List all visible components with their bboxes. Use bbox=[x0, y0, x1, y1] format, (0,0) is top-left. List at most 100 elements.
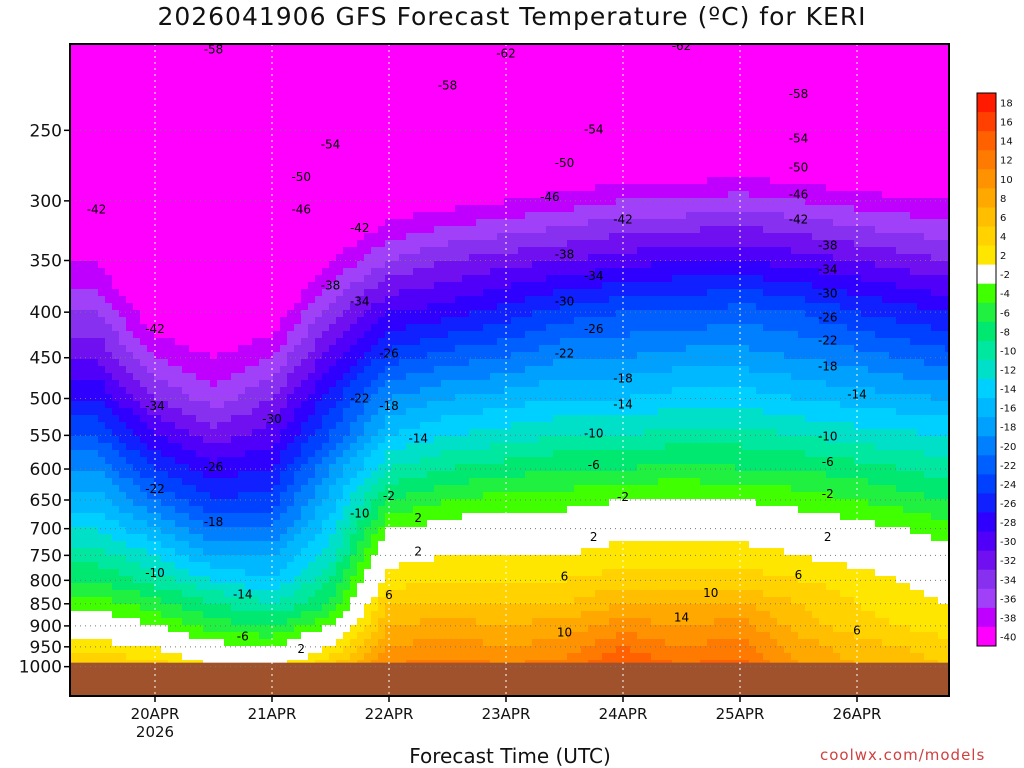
temperature-cell bbox=[301, 590, 309, 598]
temperature-cell bbox=[315, 541, 323, 549]
temperature-cell bbox=[140, 275, 148, 283]
temperature-cell bbox=[217, 611, 225, 619]
temperature-cell bbox=[371, 408, 379, 416]
temperature-cell bbox=[350, 79, 358, 87]
temperature-cell bbox=[315, 653, 323, 661]
temperature-cell bbox=[189, 450, 197, 458]
temperature-cell bbox=[301, 646, 309, 654]
temperature-cell bbox=[168, 289, 176, 297]
temperature-cell bbox=[336, 114, 344, 122]
temperature-cell bbox=[210, 569, 218, 577]
temperature-cell bbox=[84, 618, 92, 626]
temperature-cell bbox=[238, 415, 246, 423]
temperature-cell bbox=[280, 506, 288, 514]
temperature-cell bbox=[413, 226, 421, 234]
temperature-cell bbox=[371, 422, 379, 430]
temperature-cell bbox=[105, 142, 113, 150]
temperature-cell bbox=[224, 569, 232, 577]
temperature-cell bbox=[434, 618, 442, 626]
temperature-cell bbox=[280, 380, 288, 388]
temperature-cell bbox=[441, 58, 449, 66]
temperature-cell bbox=[406, 478, 414, 486]
temperature-cell bbox=[259, 247, 267, 255]
temperature-cell bbox=[434, 597, 442, 605]
temperature-cell bbox=[287, 597, 295, 605]
temperature-cell bbox=[147, 205, 155, 213]
temperature-cell bbox=[91, 569, 99, 577]
temperature-cell bbox=[329, 86, 337, 94]
temperature-cell bbox=[175, 625, 183, 633]
temperature-cell bbox=[105, 198, 113, 206]
temperature-cell bbox=[154, 562, 162, 570]
temperature-cell bbox=[336, 219, 344, 227]
temperature-cell bbox=[168, 583, 176, 591]
temperature-cell bbox=[105, 555, 113, 563]
temperature-cell bbox=[399, 100, 407, 108]
temperature-cell bbox=[329, 604, 337, 612]
temperature-cell bbox=[140, 611, 148, 619]
temperature-cell bbox=[287, 240, 295, 248]
temperature-cell bbox=[378, 338, 386, 346]
temperature-cell bbox=[168, 464, 176, 472]
temperature-cell bbox=[301, 282, 309, 290]
temperature-cell bbox=[315, 247, 323, 255]
temperature-cell bbox=[434, 366, 442, 374]
temperature-cell bbox=[245, 401, 253, 409]
temperature-cell bbox=[364, 275, 372, 283]
temperature-cell bbox=[273, 86, 281, 94]
temperature-cell bbox=[105, 408, 113, 416]
temperature-cell bbox=[406, 506, 414, 514]
temperature-cell bbox=[420, 611, 428, 619]
temperature-cell bbox=[154, 471, 162, 479]
temperature-cell bbox=[105, 86, 113, 94]
temperature-cell bbox=[378, 198, 386, 206]
temperature-cell bbox=[280, 338, 288, 346]
temperature-cell bbox=[434, 65, 442, 73]
temperature-cell bbox=[196, 254, 204, 262]
temperature-cell bbox=[210, 79, 218, 87]
temperature-cell bbox=[189, 114, 197, 122]
temperature-cell bbox=[259, 170, 267, 178]
temperature-cell bbox=[70, 128, 78, 136]
temperature-cell bbox=[266, 639, 274, 647]
temperature-cell bbox=[399, 513, 407, 521]
temperature-cell bbox=[147, 436, 155, 444]
temperature-cell bbox=[280, 191, 288, 199]
temperature-cell bbox=[301, 639, 309, 647]
temperature-cell bbox=[308, 597, 316, 605]
temperature-cell bbox=[126, 149, 134, 157]
temperature-cell bbox=[112, 275, 120, 283]
temperature-cell bbox=[231, 422, 239, 430]
temperature-cell bbox=[189, 58, 197, 66]
temperature-cell bbox=[168, 191, 176, 199]
temperature-cell bbox=[301, 296, 309, 304]
temperature-cell bbox=[266, 240, 274, 248]
temperature-cell bbox=[434, 114, 442, 122]
temperature-cell bbox=[252, 114, 260, 122]
temperature-cell bbox=[126, 275, 134, 283]
temperature-cell bbox=[112, 597, 120, 605]
temperature-cell bbox=[70, 149, 78, 157]
temperature-cell bbox=[224, 58, 232, 66]
temperature-cell bbox=[77, 219, 85, 227]
temperature-cell bbox=[238, 625, 246, 633]
temperature-cell bbox=[434, 247, 442, 255]
temperature-cell bbox=[161, 506, 169, 514]
temperature-cell bbox=[210, 534, 218, 542]
temperature-cell bbox=[105, 184, 113, 192]
temperature-cell bbox=[385, 163, 393, 171]
temperature-cell bbox=[350, 471, 358, 479]
temperature-cell bbox=[266, 401, 274, 409]
temperature-cell bbox=[119, 632, 127, 640]
temperature-cell bbox=[203, 611, 211, 619]
temperature-cell bbox=[427, 625, 435, 633]
temperature-cell bbox=[126, 499, 134, 507]
temperature-cell bbox=[315, 114, 323, 122]
temperature-cell bbox=[399, 576, 407, 584]
temperature-cell bbox=[175, 464, 183, 472]
temperature-cell bbox=[420, 170, 428, 178]
temperature-cell bbox=[98, 219, 106, 227]
temperature-cell bbox=[224, 583, 232, 591]
temperature-cell bbox=[70, 555, 78, 563]
temperature-cell bbox=[259, 443, 267, 451]
